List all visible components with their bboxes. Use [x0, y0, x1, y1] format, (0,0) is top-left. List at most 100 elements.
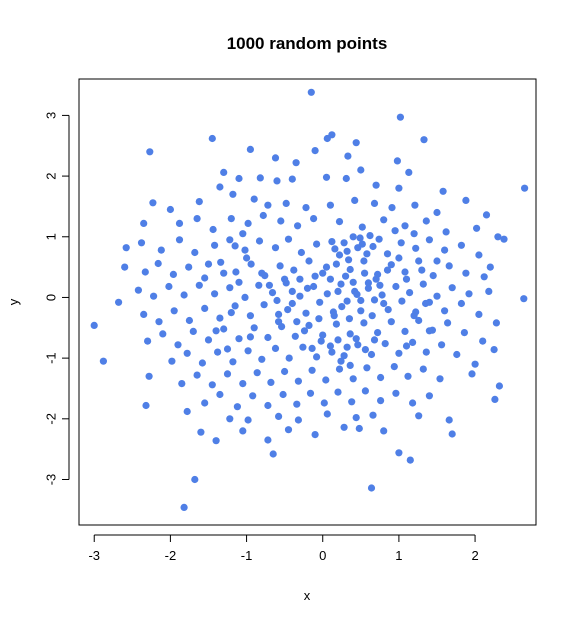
- data-point: [145, 372, 153, 380]
- data-point: [364, 284, 372, 292]
- data-point: [316, 298, 324, 306]
- data-point: [204, 336, 213, 344]
- data-point: [297, 248, 305, 257]
- data-point: [195, 198, 203, 206]
- data-point: [258, 269, 266, 277]
- data-point: [244, 219, 252, 227]
- data-point: [241, 246, 249, 254]
- data-point: [453, 350, 461, 359]
- data-point: [121, 263, 129, 271]
- data-point: [193, 215, 201, 223]
- data-point: [137, 239, 146, 247]
- data-point: [367, 350, 376, 359]
- data-point: [284, 306, 292, 314]
- data-point: [351, 196, 359, 204]
- data-point: [349, 278, 357, 286]
- data-point: [479, 337, 487, 345]
- data-point: [356, 234, 364, 242]
- data-point: [212, 327, 220, 335]
- data-point: [250, 195, 258, 203]
- data-point: [310, 282, 318, 291]
- data-point: [146, 148, 154, 156]
- data-point: [471, 360, 479, 368]
- data-point: [352, 414, 360, 422]
- data-point: [357, 296, 365, 305]
- data-point: [185, 263, 193, 271]
- data-point: [193, 371, 201, 379]
- data-point: [377, 397, 385, 405]
- data-point: [388, 204, 396, 212]
- data-point: [349, 375, 357, 383]
- data-point: [217, 258, 225, 266]
- data-point: [468, 370, 476, 378]
- data-point: [264, 436, 272, 444]
- data-point: [392, 389, 400, 397]
- data-point: [165, 282, 173, 291]
- data-point: [392, 282, 400, 291]
- data-point: [335, 365, 344, 373]
- data-point: [198, 359, 206, 367]
- data-point: [294, 416, 302, 424]
- data-point: [340, 423, 348, 431]
- data-point: [367, 484, 376, 492]
- data-point: [420, 136, 428, 144]
- data-point: [363, 250, 371, 258]
- data-point: [227, 309, 235, 317]
- data-point: [157, 246, 165, 254]
- data-point: [360, 257, 368, 265]
- data-point: [342, 174, 350, 183]
- data-point: [183, 407, 191, 416]
- data-point: [361, 346, 369, 354]
- data-point: [255, 281, 263, 289]
- data-point: [366, 232, 374, 240]
- data-point: [397, 239, 405, 247]
- data-point: [369, 242, 377, 251]
- data-point: [462, 269, 470, 277]
- data-point: [348, 398, 356, 406]
- data-point: [433, 292, 441, 300]
- data-point: [246, 333, 254, 341]
- data-point: [364, 279, 372, 287]
- data-point: [268, 289, 277, 297]
- data-point: [264, 201, 272, 209]
- data-point: [345, 256, 353, 264]
- data-point: [425, 392, 433, 400]
- data-point: [441, 246, 449, 254]
- data-point: [290, 266, 298, 274]
- data-point: [155, 318, 163, 326]
- data-point: [372, 275, 380, 283]
- data-point: [291, 332, 299, 340]
- data-point: [169, 270, 177, 278]
- data-point: [307, 88, 315, 96]
- data-point: [142, 401, 150, 410]
- data-point: [415, 257, 423, 265]
- data-point: [326, 201, 334, 209]
- data-point: [486, 263, 494, 271]
- data-point: [360, 319, 368, 327]
- data-point: [277, 217, 285, 225]
- data-point: [448, 284, 456, 292]
- data-point: [415, 316, 423, 325]
- data-point: [390, 363, 398, 371]
- data-point: [401, 268, 409, 276]
- data-point: [220, 168, 228, 176]
- data-point: [391, 227, 399, 235]
- data-point: [343, 247, 351, 255]
- data-point: [383, 250, 392, 258]
- data-point: [204, 260, 213, 268]
- data-point: [115, 298, 123, 306]
- data-point: [299, 343, 307, 351]
- data-point: [140, 219, 148, 227]
- data-point: [243, 254, 251, 262]
- data-point: [271, 244, 280, 252]
- data-point: [229, 358, 237, 366]
- data-point: [330, 312, 338, 320]
- data-point: [345, 315, 353, 323]
- data-point: [191, 475, 199, 484]
- data-point: [308, 366, 316, 374]
- data-point: [419, 365, 427, 373]
- data-point: [409, 399, 417, 407]
- data-point: [352, 139, 360, 147]
- data-point: [475, 251, 483, 259]
